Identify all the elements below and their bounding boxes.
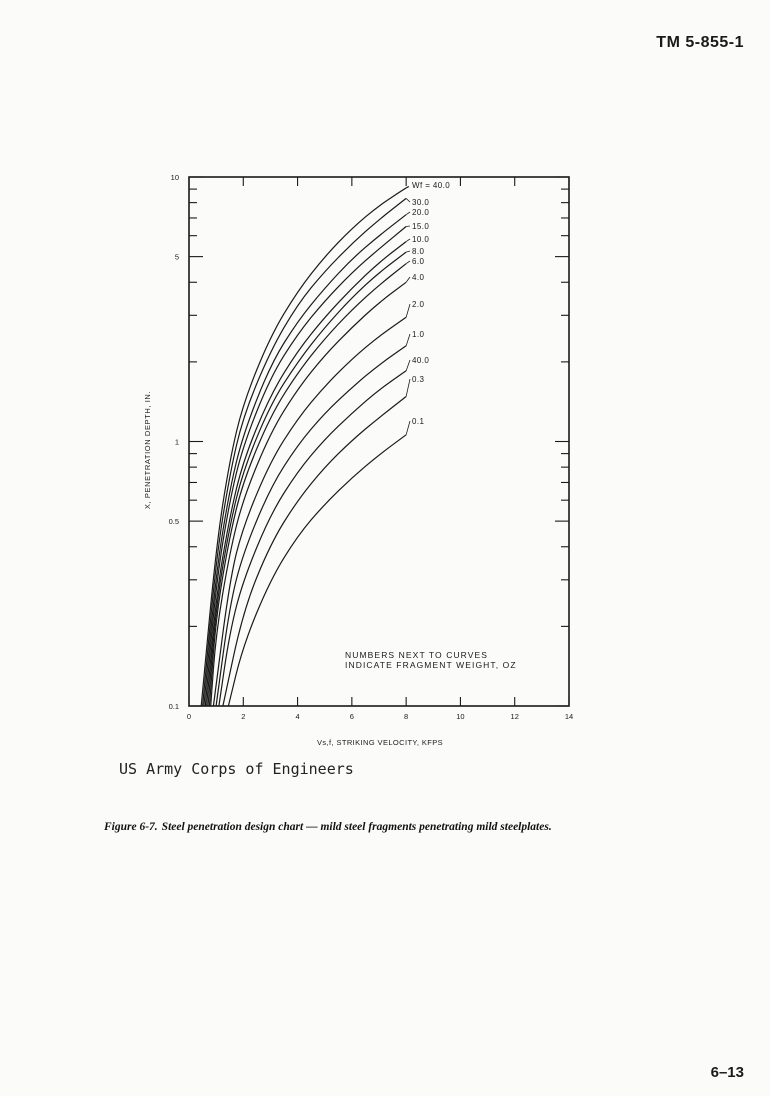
- label-leader: [405, 359, 411, 371]
- y-tick-label: 0.1: [169, 702, 179, 711]
- label-leader: [405, 238, 411, 242]
- label-leader: [405, 260, 411, 265]
- y-tick-label: 10: [171, 173, 179, 182]
- document-header: TM 5-855-1: [656, 34, 744, 51]
- curve-label: 40.0: [412, 356, 429, 365]
- curve-label: 8.0: [412, 247, 424, 256]
- penetration-chart: Wf = 40.0 30.020.0 15.0 10.0 8.06.0 4.0 2.0 1.0…: [143, 173, 574, 747]
- series-line: [218, 370, 407, 707]
- series-line: [203, 214, 407, 707]
- curve-label: 0.1: [412, 417, 424, 426]
- series-line: [227, 434, 407, 707]
- credit-line: US Army Corps of Engineers: [119, 760, 354, 778]
- curve-label: 30.0: [412, 198, 429, 207]
- caption-label: Figure 6-7.: [104, 821, 158, 833]
- x-axis-title: Vs,f, STRIKING VELOCITY, KFPS: [317, 738, 443, 747]
- series-line: [212, 316, 407, 707]
- y-tick-label: 5: [175, 253, 179, 262]
- label-leader: [405, 333, 411, 346]
- y-axis-title: X, PENETRATION DEPTH, IN.: [143, 391, 152, 509]
- curve-labels: Wf = 40.0 30.020.0 15.0 10.0 8.06.0 4.0 2.0 1.0…: [405, 181, 450, 435]
- series-line: [222, 396, 407, 707]
- series-line: [204, 226, 407, 707]
- label-leader: [406, 250, 411, 253]
- figure-caption: Figure 6-7. Steel penetration design char…: [104, 821, 744, 833]
- curve-label: 15.0: [412, 222, 429, 231]
- curve-label: 1.0: [412, 330, 424, 339]
- axis-labels: 0 2 4 6 8 10 12 14 0.1 0.5 1 5 10: [169, 173, 574, 721]
- curve-label: 20.0: [412, 208, 429, 217]
- x-tick-label: 2: [241, 712, 245, 721]
- x-tick-label: 14: [565, 712, 573, 721]
- x-tick-label: 0: [187, 712, 191, 721]
- label-leader: [405, 198, 411, 203]
- series-curves: [200, 186, 410, 707]
- y-tick-label: 0.5: [169, 517, 179, 526]
- page-number: 6–13: [710, 1064, 744, 1081]
- series-line: [207, 251, 407, 707]
- chart-note-line-1: NUMBERS NEXT TO CURVES: [345, 650, 488, 660]
- label-leader: [405, 420, 411, 435]
- label-leader: [405, 378, 411, 397]
- x-tick-label: 6: [350, 712, 354, 721]
- label-leader: [405, 211, 411, 216]
- series-line: [202, 197, 407, 707]
- series-line: [206, 241, 407, 707]
- series-line: [215, 345, 407, 707]
- series-line: [208, 263, 407, 707]
- curve-label: 4.0: [412, 273, 424, 282]
- y-tick-label: 1: [175, 438, 179, 447]
- series-line: [210, 281, 407, 707]
- curve-label: 10.0: [412, 235, 429, 244]
- curve-label: 0.3: [412, 375, 424, 384]
- label-leader: [405, 303, 411, 318]
- curve-label: Wf = 40.0: [412, 181, 450, 190]
- curve-label: 2.0: [412, 300, 424, 309]
- plot-frame: [188, 176, 570, 707]
- x-tick-label: 4: [295, 712, 299, 721]
- x-tick-label: 12: [511, 712, 519, 721]
- x-tick-label: 10: [456, 712, 464, 721]
- caption-text: Steel penetration design chart — mild st…: [161, 821, 552, 833]
- label-leader: [405, 276, 411, 283]
- curve-label: 6.0: [412, 257, 424, 266]
- x-tick-label: 8: [404, 712, 408, 721]
- axis-ticks: [188, 176, 570, 707]
- chart-note-line-2: INDICATE FRAGMENT WEIGHT, OZ: [345, 660, 517, 670]
- series-line: [200, 186, 410, 707]
